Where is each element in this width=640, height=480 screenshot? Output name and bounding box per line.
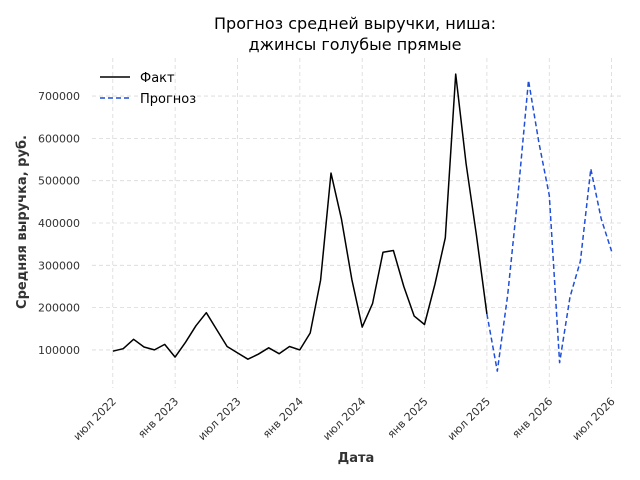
series-lines xyxy=(112,73,613,372)
y-tick-label: 500000 xyxy=(38,175,80,188)
chart-title: Прогноз средней выручки, ниша: xyxy=(214,14,496,33)
x-tick-label: янв 2026 xyxy=(510,395,556,441)
x-tick-label: июл 2025 xyxy=(445,395,493,443)
y-tick-label: 600000 xyxy=(38,132,80,145)
x-tick-label: янв 2024 xyxy=(260,395,306,441)
y-axis-label: Средняя выручка, руб. xyxy=(15,135,30,309)
x-axis-label: Дата xyxy=(338,451,375,466)
x-tick-label: янв 2025 xyxy=(385,395,431,441)
legend: Факт Прогноз xyxy=(100,71,196,107)
legend-label-forecast: Прогноз xyxy=(140,92,196,107)
y-tick-label: 700000 xyxy=(38,90,80,103)
x-tick-label: июл 2023 xyxy=(196,395,244,443)
x-tick-label: июл 2026 xyxy=(570,395,618,443)
x-tick-label: янв 2023 xyxy=(135,395,181,441)
y-tick-label: 300000 xyxy=(38,259,80,272)
y-tick-label: 200000 xyxy=(38,302,80,315)
series-line-forecast xyxy=(486,79,613,372)
y-tick-label: 400000 xyxy=(38,217,80,230)
x-tick-label: июл 2024 xyxy=(320,395,368,443)
x-tick-label: июл 2022 xyxy=(71,395,119,443)
y-axis-ticks: 100000 200000 300000 400000 500000 600000 7000… xyxy=(38,90,80,357)
y-tick-label: 100000 xyxy=(38,344,80,357)
series-line-fact xyxy=(112,73,488,360)
grid-lines xyxy=(92,58,622,388)
chart-subtitle: джинсы голубые прямые xyxy=(249,35,462,54)
x-axis-ticks: июл 2022 янв 2023 июл 2023 янв 2024 июл 2024… xyxy=(71,395,618,443)
legend-label-fact: Факт xyxy=(140,71,175,86)
